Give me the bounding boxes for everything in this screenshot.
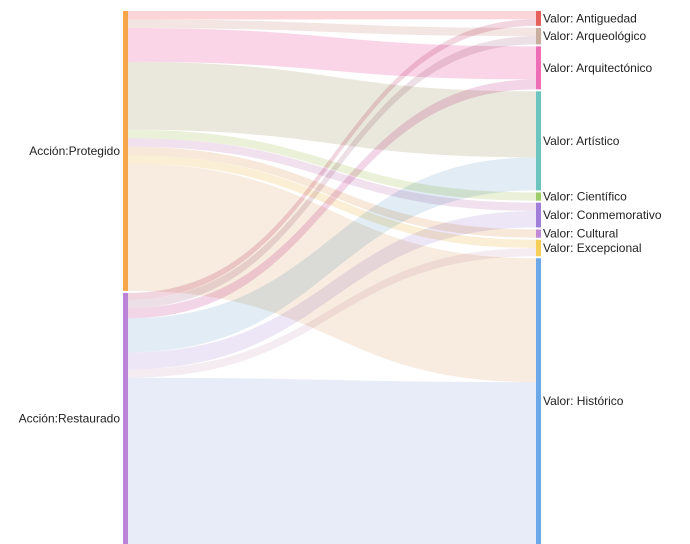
target-node-cientifico (536, 192, 541, 201)
link-restaurado-arqueologico (128, 36, 536, 309)
sankey-labels: Acción:Protegido Acción:Restaurado Valor: … (19, 11, 662, 425)
target-label-arquitectonico: Valor: Arquitectónico (543, 61, 652, 75)
link-restaurado-artistico (128, 157, 536, 353)
target-label-artistico: Valor: Artístico (543, 134, 620, 148)
target-label-cultural: Valor: Cultural (543, 227, 618, 241)
link-restaurado-excepcional (128, 247, 536, 378)
target-node-historico (536, 258, 541, 544)
link-protegido-cultural (128, 146, 536, 238)
target-node-cultural (536, 229, 541, 238)
source-label-protegido: Acción:Protegido (29, 144, 120, 158)
target-node-arquitectonico (536, 46, 541, 90)
link-protegido-antiguedad (128, 11, 536, 20)
sankey-nodes (123, 11, 541, 544)
link-restaurado-arquitectonico (128, 79, 536, 319)
link-protegido-historico (128, 163, 536, 383)
target-label-cientifico: Valor: Científico (543, 190, 627, 204)
source-label-restaurado: Acción:Restaurado (19, 411, 121, 425)
link-restaurado-conmemorativo (128, 210, 536, 370)
source-node-restaurado (123, 292, 128, 544)
target-label-arqueologico: Valor: Arqueológico (543, 29, 647, 43)
link-protegido-arqueologico (128, 19, 536, 37)
target-label-antiguedad: Valor: Antiguedad (543, 11, 637, 25)
source-node-protegido (123, 11, 128, 291)
target-label-excepcional: Valor: Excepcional (543, 241, 642, 255)
target-node-antiguedad (536, 11, 541, 26)
target-label-conmemorativo: Valor: Conmemorativo (543, 208, 662, 222)
link-protegido-artistico (128, 61, 536, 158)
sankey-links (128, 11, 536, 544)
target-node-arqueologico (536, 27, 541, 45)
target-label-historico: Valor: Histórico (543, 394, 624, 408)
link-restaurado-historico (128, 377, 536, 544)
link-protegido-cientifico (128, 129, 536, 201)
target-node-conmemorativo (536, 202, 541, 228)
target-node-excepcional (536, 239, 541, 257)
link-restaurado-antiguedad (128, 19, 536, 300)
target-node-artistico (536, 91, 541, 191)
